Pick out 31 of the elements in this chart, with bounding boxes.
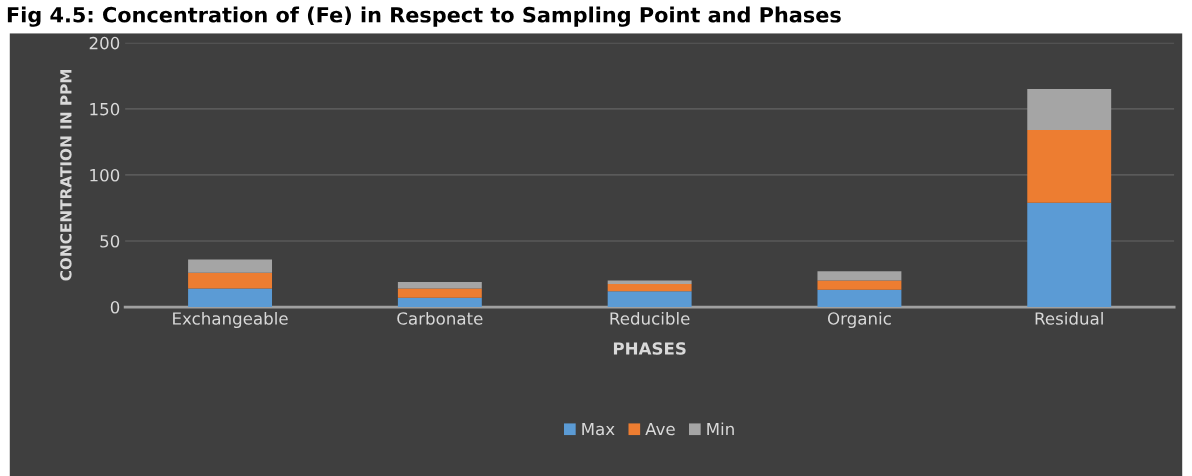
bar (397, 297, 482, 308)
legend-label: Min (707, 422, 734, 436)
x-tick-label: Residual (1035, 311, 1103, 325)
x-tick-label: Reducible (610, 311, 690, 325)
bar (817, 271, 902, 281)
bar (1027, 202, 1112, 308)
legend-label: Max (582, 422, 615, 436)
bar (1027, 89, 1112, 131)
bar (397, 288, 482, 298)
bar (188, 288, 273, 308)
x-tick-label: Exchangeable (173, 311, 288, 329)
y-tick-label: 200 (89, 36, 120, 50)
bar (1027, 130, 1112, 203)
y-tick-label: 50 (100, 234, 120, 248)
chart-title: Fig 4.5: Concentration of (Fe) in Respect to Sampling Point and Phases (7, 6, 841, 27)
x-tick-label: Carbonate (397, 311, 483, 325)
bar (397, 281, 482, 289)
y-tick-label: 100 (90, 168, 120, 182)
y-axis-title: CONCENTRATION IN PPM (60, 69, 72, 281)
legend-label: Ave (645, 422, 675, 436)
bar (817, 280, 902, 290)
y-tick-label: 150 (90, 102, 120, 116)
bar (607, 283, 692, 292)
bar (188, 259, 273, 273)
bar (607, 280, 692, 284)
bar (607, 291, 692, 308)
bar (188, 272, 273, 289)
x-tick-label: Organic (827, 311, 891, 329)
y-tick-label: 0 (110, 300, 120, 314)
x-axis-title: PHASES (613, 342, 686, 355)
bar (817, 289, 902, 308)
